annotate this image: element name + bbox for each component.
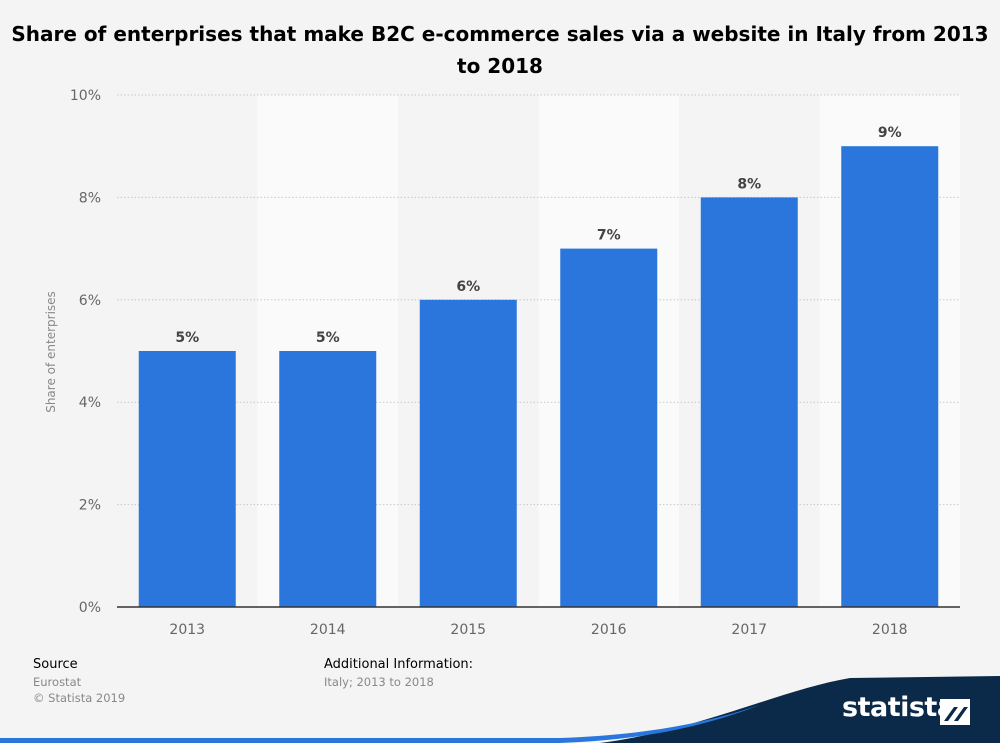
y-tick-label: 2% [79,498,101,514]
bar[interactable] [700,197,798,607]
data-label: 5% [316,330,340,346]
data-label: 5% [175,330,199,346]
statista-logo-text[interactable]: statista [842,692,955,723]
brand-wave-accent [0,705,760,743]
bar[interactable] [279,351,377,607]
bar[interactable] [841,146,939,607]
statista-logo-icon [940,699,970,725]
y-axis-label: Share of enterprises [44,291,58,413]
y-tick-label: 6% [79,293,101,309]
x-tick-label: 2017 [731,622,767,638]
x-tick-label: 2014 [310,622,346,638]
x-axis-ticks: 2013 2014 2015 2016 2017 2018 [169,622,907,638]
bar[interactable] [138,351,236,607]
source-heading: Source [33,657,78,672]
gridlines [117,94,960,506]
copyright-text: © Statista 2019 [33,691,126,705]
y-axis-ticks: 0% 2% 4% 6% 8% 10% [70,88,101,616]
data-label: 7% [597,228,621,244]
bar[interactable] [419,299,517,607]
data-label: 6% [456,279,480,295]
brand-wave [600,676,1000,743]
data-labels: 5% 5% 6% 7% 8% 9% [175,125,901,346]
additional-info-heading: Additional Information: [324,657,474,672]
additional-info-text: Italy; 2013 to 2018 [324,675,434,689]
y-tick-label: 0% [79,600,101,616]
y-tick-label: 4% [79,395,101,411]
y-tick-label: 8% [79,190,101,206]
data-label: 8% [737,176,761,192]
y-tick-label: 10% [70,88,101,104]
x-tick-label: 2015 [450,622,486,638]
x-tick-label: 2016 [591,622,627,638]
data-label: 9% [878,125,902,141]
chart-title: Share of enterprises that make B2C e-com… [11,22,989,78]
bar[interactable] [560,248,658,607]
x-tick-label: 2013 [169,622,205,638]
bars [138,146,939,607]
x-tick-label: 2018 [872,622,908,638]
source-name[interactable]: Eurostat [33,675,82,689]
